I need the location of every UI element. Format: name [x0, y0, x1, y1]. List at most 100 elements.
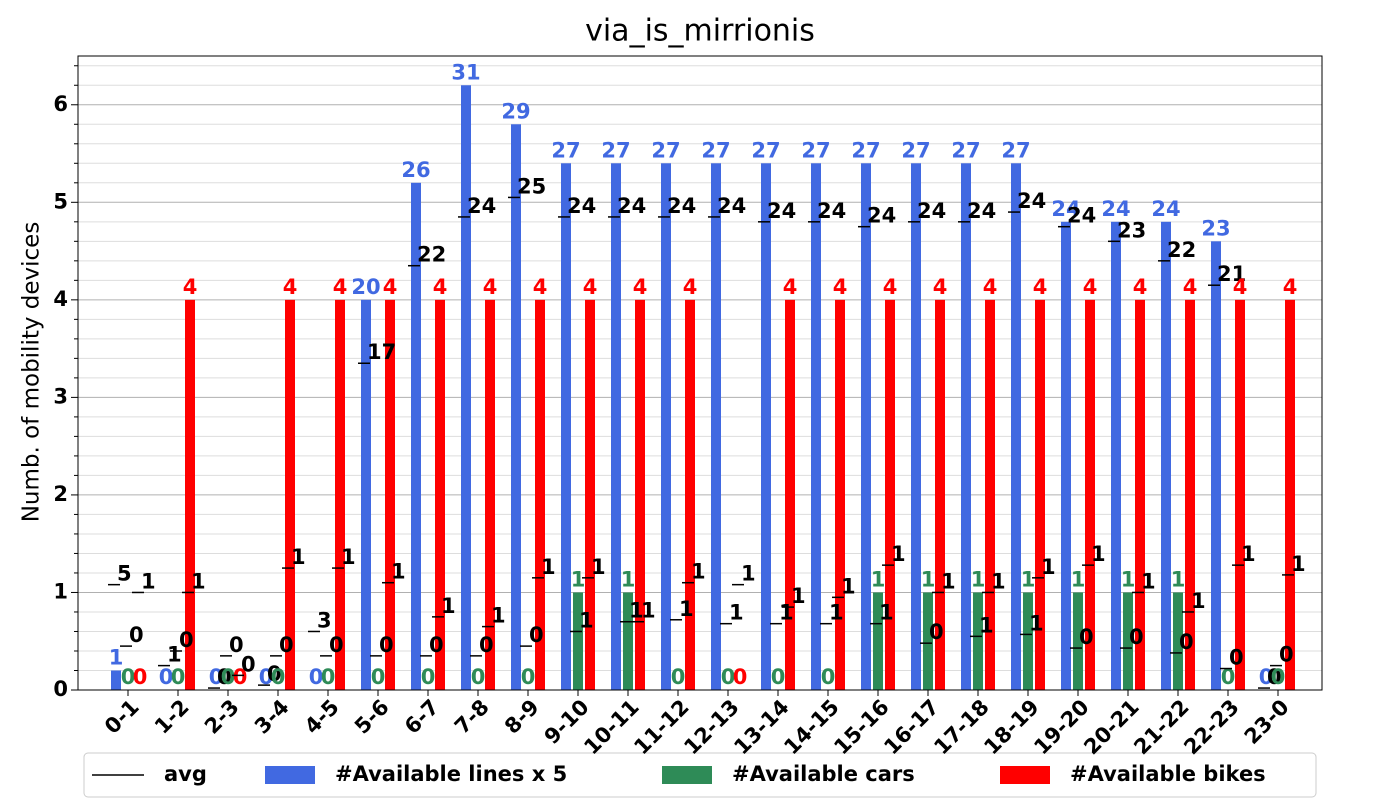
avg-label: 25: [517, 174, 546, 198]
x-tick-label: 13-14: [729, 695, 793, 759]
avg-label: 0: [241, 652, 256, 676]
avg-label: 3: [317, 608, 332, 632]
x-tick-label: 2-3: [200, 695, 244, 739]
value-label: 0: [159, 665, 174, 689]
value-label: 1: [1171, 567, 1186, 591]
value-label: 0: [1221, 665, 1236, 689]
avg-label: 1: [191, 569, 206, 593]
avg-label: 1: [891, 542, 906, 566]
value-label: 27: [901, 138, 930, 162]
value-label: 4: [533, 275, 548, 299]
x-tick-label: 21-22: [1129, 695, 1193, 759]
x-tick-label: 10-11: [579, 695, 643, 759]
value-label: 1: [621, 567, 636, 591]
y-tick-label: 4: [53, 287, 68, 311]
avg-label: 24: [1067, 204, 1096, 228]
bar: [985, 299, 995, 690]
avg-label: 1: [1291, 552, 1306, 576]
bar: [935, 299, 945, 690]
bar: [1235, 299, 1245, 690]
avg-label: 1: [1191, 589, 1206, 613]
value-label: 1: [1121, 567, 1136, 591]
value-label: 4: [1283, 275, 1298, 299]
bar: [661, 163, 671, 691]
value-label: 20: [351, 275, 380, 299]
bar: [623, 592, 633, 690]
avg-label: 0: [1179, 630, 1194, 654]
bar: [761, 163, 771, 691]
avg-label: 0: [479, 633, 494, 657]
bar: [561, 163, 571, 691]
value-label: 4: [933, 275, 948, 299]
value-label: 1: [921, 567, 936, 591]
value-label: 0: [471, 665, 486, 689]
x-tick-label: 12-13: [679, 695, 743, 759]
bar: [811, 163, 821, 691]
bar: [1123, 592, 1133, 690]
value-label: 27: [801, 138, 830, 162]
bar: [635, 299, 645, 690]
value-label: 27: [751, 138, 780, 162]
bar: [435, 299, 445, 690]
y-tick-label: 3: [53, 384, 68, 408]
legend-label: #Available cars: [732, 762, 915, 786]
value-label: 1: [971, 567, 986, 591]
x-tick-label: 23-0: [1240, 695, 1294, 749]
bar: [1185, 299, 1195, 690]
avg-label: 1: [167, 643, 182, 667]
value-label: 0: [233, 665, 248, 689]
avg-label: 22: [1167, 238, 1196, 262]
plot-frame: [77, 55, 1323, 691]
value-label: 4: [483, 275, 498, 299]
value-label: 0: [321, 665, 336, 689]
value-label: 1: [1071, 567, 1086, 591]
value-label: 4: [1233, 275, 1248, 299]
legend-swatch: [662, 766, 712, 784]
avg-label: 24: [667, 194, 696, 218]
avg-label: 1: [391, 560, 406, 584]
x-tick-label: 20-21: [1079, 695, 1143, 759]
avg-label: 1: [1041, 555, 1056, 579]
value-label: 0: [259, 665, 274, 689]
avg-label: 1: [341, 545, 356, 569]
avg-label: 1: [591, 555, 606, 579]
bar: [835, 299, 845, 690]
y-tick-label: 1: [53, 579, 68, 603]
bar: [1011, 163, 1021, 691]
value-label: 0: [521, 665, 536, 689]
avg-label: 24: [817, 199, 846, 223]
value-label: 4: [433, 275, 448, 299]
value-label: 0: [121, 665, 136, 689]
value-label: 27: [601, 138, 630, 162]
avg-label: 0: [1129, 625, 1144, 649]
value-label: 4: [983, 275, 998, 299]
x-tick-label: 7-8: [450, 695, 494, 739]
value-label: 0: [209, 665, 224, 689]
value-label: 0: [271, 665, 286, 689]
bar: [1073, 592, 1083, 690]
avg-label: 22: [417, 243, 446, 267]
avg-label: 0: [217, 665, 232, 689]
value-label: 0: [671, 665, 686, 689]
avg-label: 21: [1217, 262, 1246, 286]
avg-label: 0: [329, 633, 344, 657]
avg-label: 1: [729, 601, 744, 625]
avg-label: 1: [641, 599, 656, 623]
avg-label: 0: [267, 662, 282, 686]
chart-title: via_is_mirrionis: [585, 14, 815, 49]
avg-label: 1: [1091, 542, 1106, 566]
avg-label: 1: [141, 569, 156, 593]
bar: [1111, 221, 1121, 691]
y-tick-label: 2: [53, 482, 68, 506]
value-label: 4: [583, 275, 598, 299]
value-label: 4: [383, 275, 398, 299]
avg-label: 1: [579, 608, 594, 632]
bar: [873, 592, 883, 690]
value-label: 31: [451, 60, 480, 84]
bar: [611, 163, 621, 691]
x-tick-label: 14-15: [779, 695, 843, 759]
value-label: 0: [221, 665, 236, 689]
avg-label: 17: [367, 340, 396, 364]
avg-label: 1: [829, 601, 844, 625]
